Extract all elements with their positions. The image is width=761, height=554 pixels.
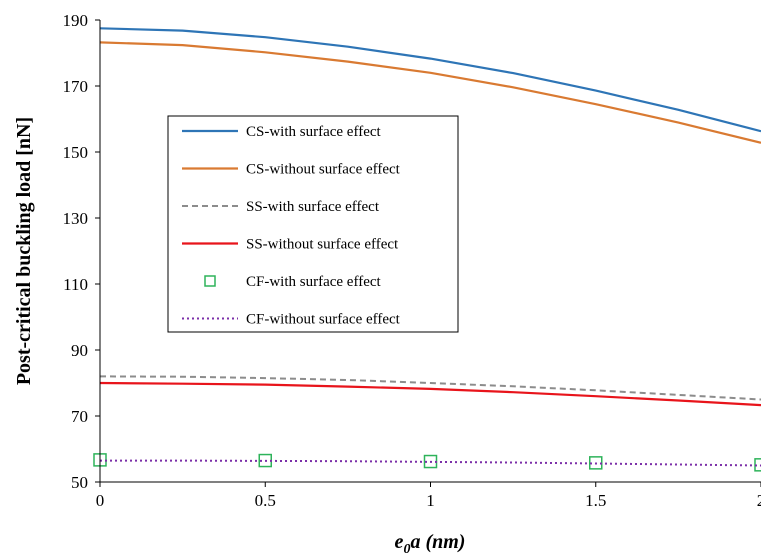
series-line-ss-without-surface-effect — [99, 381, 761, 407]
x-axis-title-main: e — [395, 531, 404, 553]
legend-label-cf-with-surface-effect: CF-with surface effect — [246, 274, 382, 290]
x-axis-title-sub: 0 — [403, 542, 410, 554]
series-line-cs-with-surface-effect — [99, 27, 761, 133]
y-tick-labels: 50 70 90 110 130 150 170 190 — [63, 11, 100, 492]
legend: CS-with surface effect CS-without surface… — [167, 115, 459, 333]
y-tick-label: 90 — [71, 341, 88, 360]
x-tick-label: 2 — [757, 491, 761, 510]
legend-label-ss-without-surface-effect: SS-without surface effect — [246, 237, 399, 253]
y-tick-label: 50 — [71, 473, 88, 492]
series-line-cf-without-surface-effect — [100, 459, 761, 467]
legend-label-ss-with-surface-effect: SS-with surface effect — [246, 199, 380, 215]
y-tick-label: 150 — [63, 143, 89, 162]
x-tick-label: 1.5 — [585, 491, 606, 510]
x-tick-labels: 0 0.5 1 1.5 2 — [96, 482, 761, 510]
legend-label-cs-with-surface-effect: CS-with surface effect — [246, 124, 382, 140]
legend-marker-cf-with-surface-effect — [204, 275, 216, 287]
legend-label-cs-without-surface-effect: CS-without surface effect — [246, 162, 401, 178]
series-line-cs-without-surface-effect — [99, 41, 761, 144]
legend-box — [167, 115, 459, 333]
y-tick-label: 170 — [63, 77, 89, 96]
series-line-ss-with-surface-effect — [99, 375, 761, 401]
x-tick-label: 0 — [96, 491, 105, 510]
plot-lines — [93, 27, 761, 472]
y-tick-label: 110 — [63, 275, 88, 294]
x-tick-label: 1 — [426, 491, 435, 510]
y-tick-label: 190 — [63, 11, 89, 30]
x-tick-label: 0.5 — [255, 491, 276, 510]
x-axis-title-rest: a (nm) — [410, 531, 465, 553]
legend-label-cf-without-surface-effect: CF-without surface effect — [246, 312, 401, 328]
y-tick-label: 70 — [71, 407, 88, 426]
x-axis-title: e0a (nm) — [395, 531, 466, 554]
y-axis-title: Post-critical buckling load [nN] — [13, 117, 35, 385]
y-tick-label: 130 — [63, 209, 89, 228]
